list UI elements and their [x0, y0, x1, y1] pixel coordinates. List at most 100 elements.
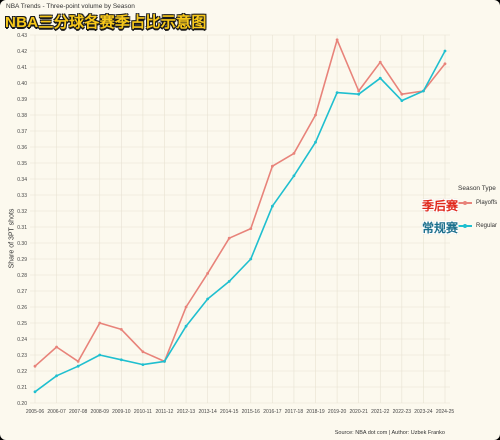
x-tick-label: 2009-10: [112, 409, 131, 415]
grid: [30, 34, 450, 404]
y-tick-label: 0.43: [17, 33, 27, 39]
data-point-regular: [98, 353, 102, 357]
x-tick-label: 2023-24: [414, 409, 433, 415]
data-point-regular: [443, 49, 447, 53]
data-point-regular: [119, 358, 123, 362]
y-tick-label: 0.32: [17, 209, 27, 215]
data-point-playoffs: [184, 305, 188, 309]
data-point-regular: [292, 174, 296, 178]
data-point-playoffs: [98, 321, 102, 325]
legend-key-playoffs: [458, 198, 472, 208]
y-tick-label: 0.29: [17, 257, 27, 263]
data-point-regular: [378, 76, 382, 80]
y-tick-label: 0.36: [17, 145, 27, 151]
y-tick-label: 0.37: [17, 129, 27, 135]
data-point-regular: [55, 374, 58, 378]
series-playoffs: [33, 38, 447, 368]
y-tick-label: 0.39: [17, 97, 27, 103]
x-tick-label: 2008-09: [91, 409, 110, 415]
legend-label-regular: Regular: [476, 223, 498, 229]
series-regular: [33, 49, 447, 394]
data-point-playoffs: [270, 164, 274, 168]
x-tick-label: 2015-16: [242, 409, 261, 415]
chart-title: NBA三分球各赛季占比示意图: [5, 14, 207, 31]
y-tick-label: 0.26: [17, 305, 27, 311]
data-point-regular: [422, 89, 425, 93]
y-tick-label: 0.24: [17, 337, 27, 343]
data-point-playoffs: [249, 227, 253, 231]
x-tick-label: 2013-14: [198, 409, 217, 415]
series-line-regular: [34, 50, 446, 393]
y-tick-label: 0.28: [17, 273, 27, 279]
data-point-regular: [76, 364, 80, 368]
y-tick-label: 0.40: [17, 81, 27, 87]
data-point-playoffs: [443, 62, 447, 66]
data-point-regular: [357, 92, 361, 96]
data-point-regular: [270, 204, 274, 208]
data-point-regular: [314, 140, 317, 144]
legend-dot-playoffs: [463, 201, 467, 205]
y-tick-label: 0.23: [17, 353, 27, 359]
series-line-playoffs: [34, 38, 446, 367]
x-tick-label: 2011-12: [155, 409, 173, 415]
data-point-regular: [141, 363, 145, 366]
x-tick-label: 2017-18: [285, 409, 304, 415]
x-tick-label: 2006-07: [47, 409, 66, 415]
y-tick-label: 0.35: [17, 161, 27, 167]
y-tick-label: 0.20: [17, 401, 27, 407]
series: [33, 38, 447, 394]
data-point-playoffs: [378, 60, 382, 64]
data-point-regular: [184, 324, 188, 328]
data-point-regular: [400, 99, 404, 102]
chart-subtitle: NBA Trends - Three-point volume by Seaso…: [6, 3, 135, 10]
y-tick-label: 0.31: [17, 225, 27, 231]
x-tick-label: 2005-06: [26, 409, 45, 415]
y-tick-label: 0.21: [17, 385, 27, 391]
data-point-playoffs: [76, 360, 80, 363]
data-point-regular: [227, 280, 231, 283]
x-tick-label: 2019-20: [328, 409, 347, 415]
x-tick-label: 2007-08: [69, 409, 88, 415]
legend-title: Season Type: [458, 185, 496, 192]
source-caption: Source: NBA dot com | Author: Uzbek Fran…: [334, 430, 445, 436]
data-point-playoffs: [141, 350, 145, 354]
y-tick-label: 0.25: [17, 321, 27, 327]
x-tick-label: 2022-23: [393, 409, 412, 415]
data-point-regular: [335, 91, 339, 94]
data-point-playoffs: [335, 38, 339, 42]
y-ticks: 0.20 0.21 0.22 0.23 0.24 0.25 0.26 0.27 0.28 0.29…: [17, 33, 27, 407]
data-point-playoffs: [357, 89, 361, 93]
data-point-regular: [163, 360, 166, 363]
legend-key-regular: [458, 221, 472, 231]
y-tick-label: 0.38: [17, 113, 27, 119]
y-tick-label: 0.33: [17, 193, 27, 199]
x-tick-label: 2010-11: [134, 409, 152, 415]
data-point-regular: [206, 297, 210, 301]
x-tick-label: 2021-22: [371, 409, 390, 415]
data-point-playoffs: [227, 236, 231, 240]
y-tick-label: 0.41: [17, 65, 27, 71]
x-tick-label: 2024-25: [436, 409, 455, 415]
y-tick-label: 0.30: [17, 241, 27, 247]
y-tick-label: 0.42: [17, 49, 27, 55]
x-ticks: 2005-06 2006-07 2007-08 2008-09 2009-10 2010-…: [26, 409, 455, 415]
data-point-playoffs: [33, 364, 37, 368]
data-point-playoffs: [292, 152, 296, 155]
data-point-regular: [249, 257, 253, 261]
legend-label-playoffs: Playoffs: [476, 200, 498, 206]
x-tick-label: 2016-17: [263, 409, 282, 415]
data-point-playoffs: [119, 328, 123, 331]
data-point-playoffs: [314, 113, 317, 117]
y-tick-label: 0.34: [17, 177, 27, 183]
legend-dot-regular: [463, 224, 467, 228]
data-point-regular: [33, 390, 37, 394]
y-tick-label: 0.27: [17, 289, 27, 295]
x-tick-label: 2012-13: [177, 409, 196, 415]
x-tick-label: 2020-21: [350, 409, 369, 415]
legend-annotation-playoffs: 季后赛: [422, 199, 459, 213]
data-point-playoffs: [206, 272, 210, 275]
x-tick-label: 2014-15: [220, 409, 239, 415]
y-tick-label: 0.22: [17, 369, 27, 375]
